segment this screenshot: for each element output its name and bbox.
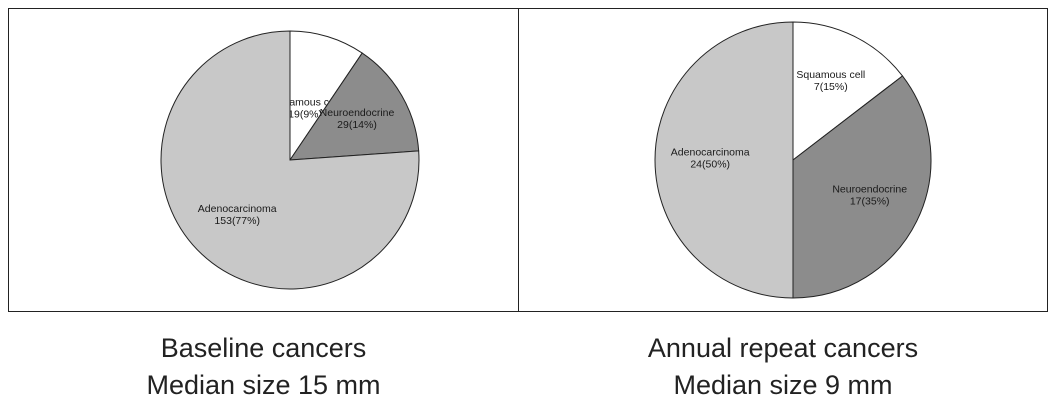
chart-panel-annual-repeat: Squamous cell 7(15%) Neuroendocrine 17(35%)…	[518, 8, 1048, 312]
pie-chart-annual-repeat: Squamous cell 7(15%) Neuroendocrine 17(35%)…	[654, 21, 932, 299]
caption-annual-repeat: Annual repeat cancers Median size 9 mm	[518, 330, 1048, 404]
slice-label: Adenocarcinoma 153(77%)	[198, 203, 277, 227]
slice-label: Squamous cell 7(15%)	[796, 69, 865, 93]
caption-median-size: Median size 15 mm	[146, 370, 381, 400]
pie-slice-neuroendocrine	[792, 75, 932, 299]
caption-title: Annual repeat cancers	[647, 333, 919, 363]
slice-label: Neuroendocrine 29(14%)	[320, 107, 395, 131]
pie-slice-adenocarcinoma	[654, 21, 794, 299]
caption-title: Baseline cancers	[160, 333, 367, 363]
slice-value: 7(15%)	[814, 81, 848, 93]
slice-label: Adenocarcinoma 24(50%)	[671, 147, 750, 171]
pie-chart-baseline: Squamous cell 19(9%)Neuroendocrine 29(14%)…	[160, 30, 420, 290]
slice-value: 19(9%)	[288, 108, 322, 120]
slice-value: 153(77%)	[214, 215, 260, 227]
pie-slice-squamous-cell	[792, 21, 904, 162]
chart-panel-baseline: Squamous cell 19(9%) Neuroendocrine 29(14%)…	[8, 8, 519, 312]
slice-label: Neuroendocrine 17(35%)	[832, 183, 907, 207]
pie-slice-neuroendocrine	[289, 52, 420, 161]
slice-name: Neuroendocrine	[320, 107, 395, 119]
slice-name: Neuroendocrine	[832, 183, 907, 195]
slice-name: Adenocarcinoma	[671, 147, 750, 159]
slice-name: Squamous cell	[796, 69, 865, 81]
slice-value: 17(35%)	[850, 195, 890, 207]
caption-baseline: Baseline cancers Median size 15 mm	[8, 330, 519, 404]
slice-value: 29(14%)	[337, 119, 377, 131]
pie-slice-squamous-cell	[289, 30, 363, 162]
slice-name: Adenocarcinoma	[198, 203, 277, 215]
slice-value: 24(50%)	[690, 159, 730, 171]
caption-median-size: Median size 9 mm	[673, 370, 893, 400]
pie-slice-adenocarcinoma	[160, 30, 420, 290]
